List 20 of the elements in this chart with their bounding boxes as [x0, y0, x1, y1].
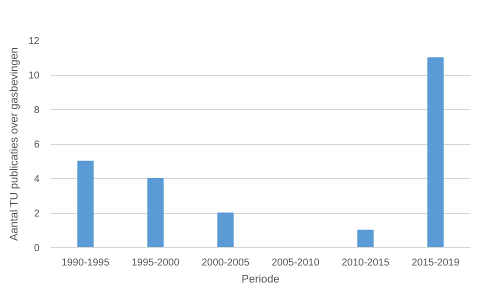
y-tick-label: 0 [34, 243, 40, 254]
x-tick-label: 2000-2005 [202, 258, 250, 268]
y-tick-label: 12 [28, 36, 40, 47]
bar [77, 160, 94, 248]
bar [147, 178, 164, 248]
x-tick-label: 2010-2015 [342, 258, 390, 268]
x-tick-label: 1990-1995 [62, 258, 110, 268]
bar [357, 230, 374, 248]
y-tick-label: 10 [28, 70, 40, 82]
y-axis-title: Aantal TU publicaties over gasbevingen [8, 47, 20, 241]
x-tick-label: 1995-2000 [132, 258, 180, 268]
x-tick-label: 2015-2019 [412, 258, 460, 268]
bar [427, 57, 444, 248]
y-tick-label: 2 [34, 208, 40, 220]
y-tick-label: 4 [34, 174, 40, 185]
bar [217, 212, 234, 248]
x-axis-title: Periode [242, 274, 280, 286]
y-tick-label: 6 [34, 140, 40, 150]
x-tick-label: 2005-2010 [272, 258, 320, 268]
y-tick-label: 8 [34, 105, 40, 116]
